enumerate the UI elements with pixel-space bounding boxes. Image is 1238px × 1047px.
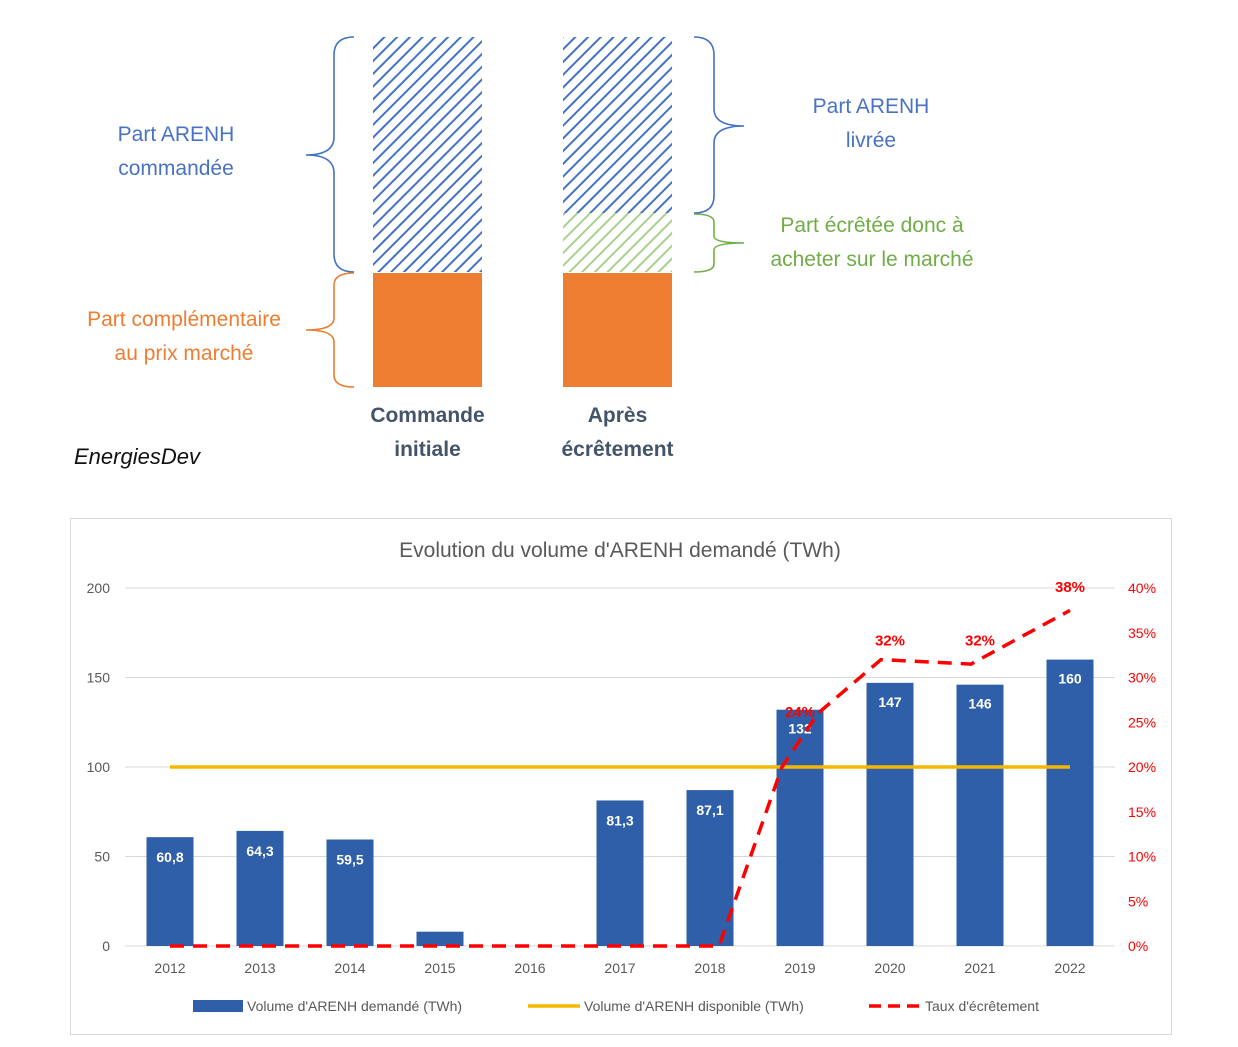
x-axis-ticks: 2012 2013 2014 2015 2016 2017 2018 2019 2020 2021… xyxy=(154,960,1085,976)
left-axis-tick: 200 xyxy=(87,580,111,596)
bar-data-label: 132 xyxy=(788,721,812,737)
caption-initial-order-line1: Commande xyxy=(370,404,485,427)
x-axis-tick: 2022 xyxy=(1054,960,1085,976)
bar xyxy=(776,709,824,946)
right-bar-arenh-delivered xyxy=(563,37,672,213)
rate-data-label: 24% xyxy=(785,704,815,721)
right-axis-tick: 10% xyxy=(1128,849,1156,865)
label-arenh-delivered-line2: livrée xyxy=(845,129,897,152)
caption-after-curtailment-line2: écrêtement xyxy=(561,438,674,461)
curtailment-rate-line: 24% 32% 32% 38% xyxy=(170,579,1085,948)
bar xyxy=(1046,659,1094,946)
x-axis-tick: 2021 xyxy=(964,960,995,976)
label-curtailed: Part écrêtée donc à acheter sur le march… xyxy=(745,209,999,277)
bar-data-label: 81,3 xyxy=(606,812,633,828)
rate-data-label: 32% xyxy=(965,633,995,650)
caption-initial-order-line2: initiale xyxy=(394,438,461,461)
bar-data-label: 59,5 xyxy=(336,851,363,867)
left-axis-tick: 50 xyxy=(94,849,110,865)
x-axis-tick: 2014 xyxy=(334,960,365,976)
bar xyxy=(326,839,374,946)
label-curtailed-line1: Part écrêtée donc à xyxy=(780,214,964,237)
bar-data-label: 87,1 xyxy=(696,802,723,818)
caption-after-curtailment-line1: Après xyxy=(587,404,648,427)
legend-label-demanded: Volume d'ARENH demandé (TWh) xyxy=(247,998,462,1014)
arenh-diagram xyxy=(305,36,745,388)
right-axis-tick: 40% xyxy=(1128,580,1156,596)
bar-data-label: 160 xyxy=(1058,671,1082,687)
label-curtailed-line2: acheter sur le marché xyxy=(770,248,974,271)
label-arenh-delivered-line1: Part ARENH xyxy=(812,95,930,118)
left-axis-tick: 0 xyxy=(102,938,110,954)
x-axis-tick: 2019 xyxy=(784,960,815,976)
caption-initial-order: Commande initiale xyxy=(350,399,505,467)
brace-arenh-ordered xyxy=(305,36,355,273)
rate-data-label: 38% xyxy=(1055,579,1085,596)
x-axis-tick: 2018 xyxy=(694,960,725,976)
label-complementary: Part complémentaire au prix marché xyxy=(62,303,306,371)
curtailment-rate-polyline xyxy=(170,608,1071,948)
right-bar-curtailed xyxy=(563,213,672,272)
brace-arenh-delivered xyxy=(693,36,745,214)
label-complementary-line1: Part complémentaire xyxy=(87,308,281,331)
legend-label-rate: Taux d'écrêtement xyxy=(925,998,1039,1014)
label-arenh-ordered: Part ARENH commandée xyxy=(96,118,256,186)
bar-series: 60,8 64,3 59,5 81,3 87,1 132 147 146 160 xyxy=(146,659,1094,946)
brand-signature: EnergiesDev xyxy=(74,444,200,469)
right-axis-ticks: 0% 5% 10% 15% 20% 25% 30% 35% 40% xyxy=(1128,580,1156,954)
x-axis-tick: 2020 xyxy=(874,960,905,976)
bar-data-label: 60,8 xyxy=(156,849,183,865)
right-axis-tick: 15% xyxy=(1128,804,1156,820)
chart-legend: Volume d'ARENH demandé (TWh) Volume d'ARE… xyxy=(193,998,1039,1014)
bar xyxy=(956,684,1004,946)
x-axis-tick: 2015 xyxy=(424,960,455,976)
caption-after-curtailment: Après écrêtement xyxy=(540,399,695,467)
label-arenh-ordered-line2: commandée xyxy=(118,157,234,180)
rate-data-label: 32% xyxy=(875,633,905,650)
right-axis-tick: 30% xyxy=(1128,670,1156,686)
bar xyxy=(596,800,644,946)
label-complementary-line2: au prix marché xyxy=(114,342,254,365)
label-arenh-ordered-line1: Part ARENH xyxy=(117,123,235,146)
x-axis-tick: 2012 xyxy=(154,960,185,976)
left-bar-complementary xyxy=(373,273,482,387)
chart-title: Evolution du volume d'ARENH demandé (TWh… xyxy=(399,539,841,562)
right-bar-complementary xyxy=(563,273,672,387)
x-axis-tick: 2013 xyxy=(244,960,275,976)
bar xyxy=(686,790,734,946)
right-axis-tick: 35% xyxy=(1128,625,1156,641)
legend-swatch-demanded xyxy=(193,1000,243,1012)
bar xyxy=(236,830,284,946)
x-axis-tick: 2017 xyxy=(604,960,635,976)
left-axis-tick: 100 xyxy=(87,759,111,775)
left-axis-ticks: 0 50 100 150 200 xyxy=(87,580,111,954)
x-axis-tick: 2016 xyxy=(514,960,545,976)
left-bar-arenh-ordered xyxy=(373,37,482,272)
label-arenh-delivered: Part ARENH livrée xyxy=(791,90,951,158)
bar-data-label: 146 xyxy=(968,696,992,712)
left-axis-tick: 150 xyxy=(87,670,111,686)
right-axis-tick: 20% xyxy=(1128,759,1156,775)
bar-data-label: 64,3 xyxy=(246,843,273,859)
bar xyxy=(146,837,194,946)
bar xyxy=(866,682,914,946)
legend-label-available: Volume d'ARENH disponible (TWh) xyxy=(584,998,804,1014)
brace-complementary xyxy=(305,272,355,388)
bar xyxy=(416,931,464,946)
bar-data-label: 147 xyxy=(878,694,902,710)
brace-curtailed xyxy=(693,213,745,273)
right-axis-tick: 0% xyxy=(1128,938,1148,954)
right-axis-tick: 25% xyxy=(1128,714,1156,730)
right-axis-tick: 5% xyxy=(1128,893,1148,909)
